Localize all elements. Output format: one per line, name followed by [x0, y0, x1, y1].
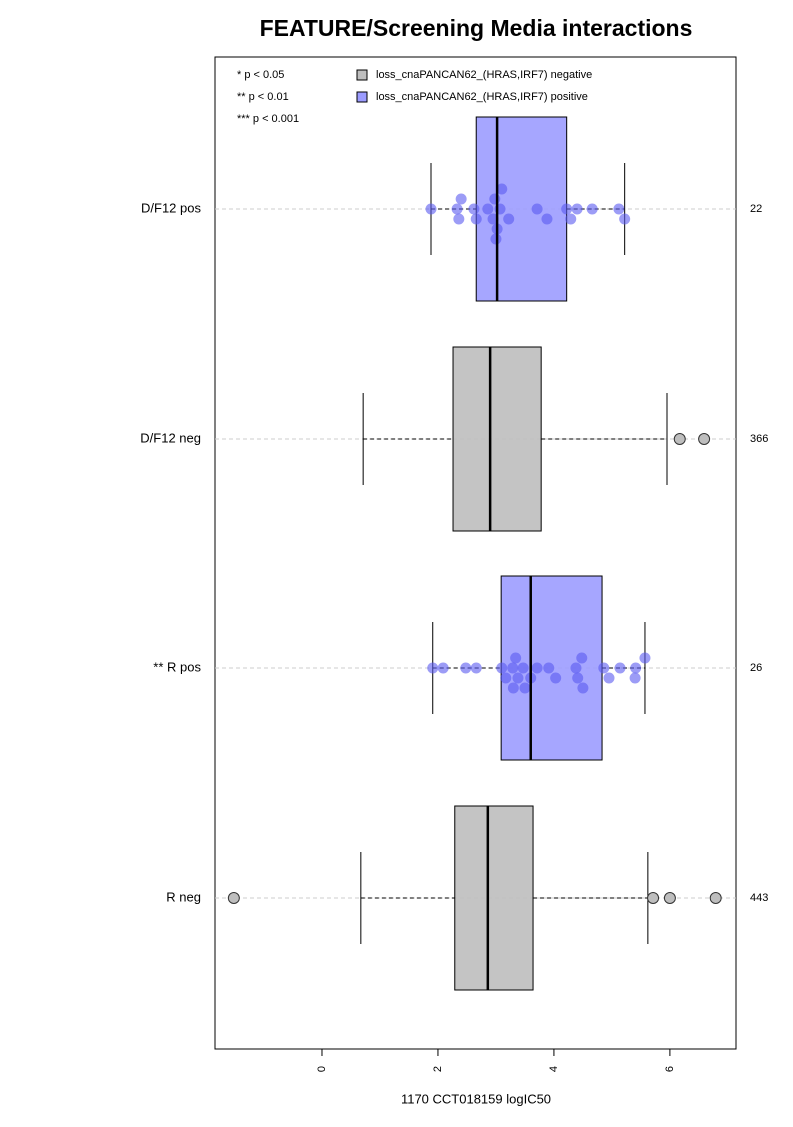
data-point: [577, 682, 589, 694]
data-point: [482, 203, 494, 215]
data-point: [531, 662, 543, 674]
outlier: [698, 433, 711, 445]
data-point: [586, 203, 598, 215]
data-point: [561, 203, 573, 215]
group-count: 443: [750, 892, 768, 904]
chart-title: FEATURE/Screening Media interactions: [260, 15, 693, 41]
outlier: [227, 892, 240, 904]
outlier: [647, 892, 660, 904]
data-point: [570, 662, 582, 674]
group-count: 26: [750, 662, 762, 674]
data-point: [496, 183, 508, 195]
data-point: [512, 672, 524, 684]
data-point: [507, 662, 519, 674]
data-point: [541, 213, 553, 225]
data-point: [468, 203, 480, 215]
outlier: [663, 892, 676, 904]
outlier: [673, 433, 686, 445]
data-point: [470, 662, 482, 674]
x-tick-label: 4: [548, 1066, 560, 1072]
outlier: [709, 892, 722, 904]
data-point: [550, 672, 562, 684]
data-point: [455, 193, 467, 205]
group-count: 22: [750, 203, 762, 215]
data-point: [576, 652, 588, 664]
data-point: [503, 213, 515, 225]
data-point: [614, 662, 626, 674]
box: [452, 346, 542, 532]
legend-swatch: [356, 91, 368, 103]
data-point: [453, 213, 465, 225]
data-point: [543, 662, 555, 674]
group-label: R neg: [166, 889, 201, 904]
data-point: [639, 652, 651, 664]
data-point: [507, 682, 519, 694]
data-point: [489, 193, 501, 205]
data-point: [470, 213, 482, 225]
x-tick-label: 2: [432, 1066, 444, 1072]
data-point: [603, 672, 615, 684]
data-point: [425, 203, 437, 215]
x-tick-label: 6: [664, 1066, 676, 1072]
box: [454, 805, 534, 991]
legend-swatch: [356, 69, 368, 81]
data-point: [510, 652, 522, 664]
x-axis-label: 1170 CCT018159 logIC50: [401, 1091, 551, 1106]
data-point: [629, 672, 641, 684]
data-point: [427, 662, 439, 674]
data-point: [619, 213, 631, 225]
data-point: [613, 203, 625, 215]
data-point: [437, 662, 449, 674]
data-point: [571, 203, 583, 215]
p-value-note: ** p < 0.01: [237, 91, 289, 103]
data-point: [496, 662, 508, 674]
data-point: [598, 662, 610, 674]
group-label: D/F12 neg: [140, 430, 201, 445]
data-point: [500, 672, 512, 684]
p-value-note: *** p < 0.001: [237, 113, 299, 125]
group-count: 366: [750, 433, 768, 445]
data-point: [565, 213, 577, 225]
data-point: [460, 662, 472, 674]
group-label: D/F12 pos: [141, 200, 201, 215]
data-point: [487, 213, 499, 225]
x-tick-label: 0: [316, 1066, 328, 1072]
data-point: [531, 203, 543, 215]
legend-label: loss_cnaPANCAN62_(HRAS,IRF7) negative: [376, 69, 592, 81]
p-value-note: * p < 0.05: [237, 69, 284, 81]
data-point: [572, 672, 584, 684]
data-point: [517, 662, 529, 674]
data-point: [519, 682, 531, 694]
legend-label: loss_cnaPANCAN62_(HRAS,IRF7) positive: [376, 91, 588, 103]
data-point: [630, 662, 642, 674]
data-point: [451, 203, 463, 215]
group-label: ** R pos: [153, 659, 201, 674]
